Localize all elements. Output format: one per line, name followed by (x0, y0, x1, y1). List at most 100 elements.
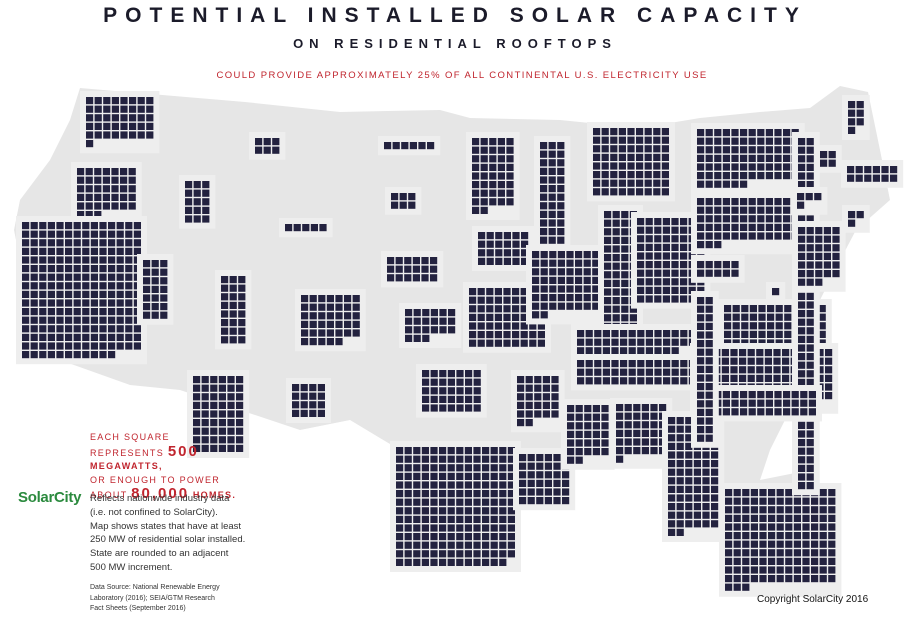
solar-square (668, 434, 676, 442)
solar-square (731, 215, 739, 223)
solar-square (697, 357, 705, 365)
solar-square (160, 268, 168, 276)
solar-square (567, 439, 575, 447)
solar-square (30, 273, 38, 281)
solar-square (748, 391, 756, 399)
solar-square (86, 97, 94, 105)
solar-square (749, 322, 757, 330)
solar-square (421, 541, 429, 549)
solar-square (776, 532, 784, 540)
solar-square (806, 421, 814, 429)
solar-square (540, 285, 548, 293)
solar-square (685, 477, 693, 485)
solar-square (536, 462, 544, 470)
solar-square (798, 473, 806, 481)
solar-square (30, 282, 38, 290)
solar-square (593, 179, 601, 187)
solar-square (562, 471, 570, 479)
solar-square (798, 163, 806, 171)
solar-square (697, 198, 705, 206)
solar-square (263, 138, 271, 146)
solar-square (680, 377, 688, 385)
solar-square (749, 330, 757, 338)
solar-square (430, 481, 438, 489)
solar-square (732, 322, 740, 330)
solar-square (506, 181, 514, 189)
solar-square (90, 325, 98, 333)
solar-square (86, 140, 94, 148)
solar-square (56, 333, 64, 341)
solar-square (825, 366, 833, 374)
solar-square (802, 506, 810, 514)
solar-square (464, 541, 472, 549)
solar-square (412, 257, 420, 265)
solar-square (806, 227, 814, 235)
solar-square (612, 245, 620, 253)
solar-square (447, 558, 455, 566)
solar-square (210, 393, 218, 401)
solar-square (731, 399, 739, 407)
solar-square (785, 575, 793, 583)
solar-square (525, 393, 533, 401)
solar-square (671, 243, 679, 251)
solar-square (662, 295, 670, 303)
solar-square (125, 282, 133, 290)
solar-square (94, 185, 102, 193)
solar-square (108, 342, 116, 350)
solar-square (486, 257, 494, 265)
solar-square (739, 374, 747, 382)
solar-square (22, 222, 30, 230)
solar-square (480, 181, 488, 189)
solar-square (800, 399, 808, 407)
solar-square (540, 142, 548, 150)
solar-square (396, 533, 404, 541)
solar-square (47, 282, 55, 290)
solar-square (759, 489, 767, 497)
solar-square (210, 436, 218, 444)
state-block-wa (80, 91, 160, 154)
solar-square (47, 230, 55, 238)
solar-square (637, 338, 645, 346)
solar-square (705, 426, 713, 434)
solar-square (644, 128, 652, 136)
solar-square (705, 172, 713, 180)
solar-square (22, 316, 30, 324)
solar-square (680, 368, 688, 376)
solar-square (823, 235, 831, 243)
solar-square (765, 163, 773, 171)
solar-square (756, 366, 764, 374)
solar-square (730, 366, 738, 374)
solar-square (482, 507, 490, 515)
solar-square (120, 168, 128, 176)
solar-square (73, 239, 81, 247)
solar-square (620, 360, 628, 368)
solar-square (774, 137, 782, 145)
solar-square (540, 167, 548, 175)
solar-square (469, 339, 477, 347)
solar-square (680, 218, 688, 226)
solar-square (621, 211, 629, 219)
solar-square (85, 202, 93, 210)
solar-square (292, 401, 300, 409)
solar-square (785, 549, 793, 557)
solar-square (697, 314, 705, 322)
solar-square (473, 378, 481, 386)
solar-square (705, 206, 713, 214)
solar-square (774, 215, 782, 223)
solar-square (318, 338, 326, 346)
solar-square (82, 230, 90, 238)
solar-square (832, 227, 840, 235)
solar-square (627, 153, 635, 161)
solar-square (733, 506, 741, 514)
solar-square (680, 330, 688, 338)
solar-square (335, 303, 343, 311)
solar-square (326, 329, 334, 337)
solar-square (602, 347, 610, 355)
solar-square (705, 340, 713, 348)
solar-square (422, 378, 430, 386)
solar-square (612, 314, 620, 322)
solar-square (39, 282, 47, 290)
solar-square (120, 114, 128, 122)
solar-square (645, 261, 653, 269)
solar-square (120, 202, 128, 210)
